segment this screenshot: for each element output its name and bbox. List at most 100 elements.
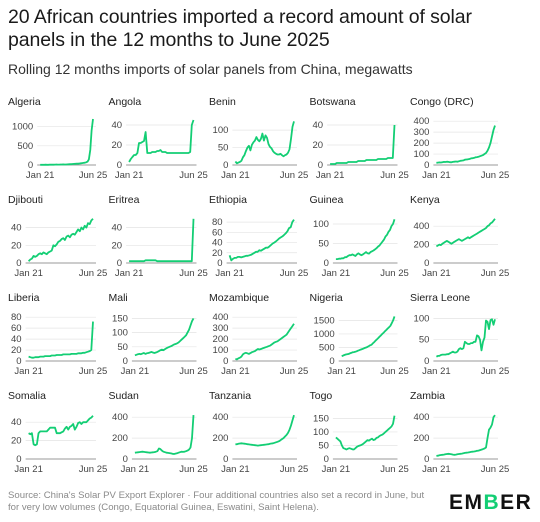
- series-line: [228, 219, 295, 262]
- series-line: [435, 218, 496, 248]
- x-tick-label: Jan 21: [316, 170, 345, 181]
- mini-chart-sudan: Sudan 0 200 400 Jan 21 Jun 25: [109, 390, 208, 475]
- x-tick-label: Jan 21: [121, 464, 150, 475]
- chart-subtitle: Rolling 12 months imports of solar panel…: [8, 61, 413, 77]
- y-tick-label: 100: [213, 345, 229, 356]
- mini-chart-guinea: Guinea 0 50 100 Jan 21 Jun 25: [310, 194, 409, 279]
- mini-chart-title: Guinea: [310, 194, 344, 206]
- series-line: [134, 317, 195, 357]
- y-tick-label: 0: [424, 160, 429, 171]
- y-tick-label: 0: [424, 356, 429, 367]
- y-tick-label: 0: [16, 454, 21, 465]
- y-tick-label: 200: [112, 433, 128, 444]
- x-tick-label: Jun 25: [380, 268, 409, 279]
- y-tick-label: 20: [11, 240, 22, 251]
- x-tick-label: Jan 21: [121, 366, 150, 377]
- y-tick-label: 40: [112, 223, 123, 234]
- y-tick-label: 500: [319, 342, 335, 353]
- x-tick-label: Jun 25: [280, 464, 309, 475]
- x-tick-label: Jan 21: [115, 170, 144, 181]
- x-tick-label: Jun 25: [380, 464, 409, 475]
- y-tick-label: 100: [213, 125, 229, 136]
- y-tick-label: 40: [313, 120, 324, 131]
- x-tick-label: Jan 21: [221, 170, 250, 181]
- mini-chart-title: Nigeria: [310, 292, 343, 304]
- y-tick-label: 1000: [12, 122, 33, 133]
- y-tick-label: 0: [16, 258, 21, 269]
- x-tick-label: Jun 25: [79, 268, 108, 279]
- x-tick-label: Jan 21: [422, 464, 451, 475]
- y-tick-label: 80: [212, 217, 223, 228]
- mini-chart-title: Mali: [109, 292, 128, 304]
- x-tick-label: Jun 25: [481, 366, 510, 377]
- series-line: [234, 121, 295, 165]
- y-tick-label: 0: [223, 356, 228, 367]
- x-tick-label: Jan 21: [221, 366, 250, 377]
- y-tick-label: 40: [112, 120, 123, 131]
- y-tick-label: 0: [424, 454, 429, 465]
- mini-chart-title: Angola: [109, 96, 142, 108]
- y-tick-label: 0: [28, 160, 33, 171]
- mini-chart-title: Botswana: [310, 96, 356, 108]
- mini-chart-title: Kenya: [410, 194, 440, 206]
- y-tick-label: 40: [11, 223, 22, 234]
- x-tick-label: Jan 21: [422, 366, 451, 377]
- x-tick-label: Jun 25: [481, 170, 510, 181]
- x-tick-label: Jun 25: [79, 366, 108, 377]
- mini-chart-title: Zambia: [410, 390, 445, 402]
- mini-chart-kenya: Kenya 0 200 400 Jan 21 Jun 25: [410, 194, 509, 279]
- x-tick-label: Jan 21: [221, 464, 250, 475]
- y-tick-label: 200: [414, 240, 430, 251]
- x-tick-label: Jan 21: [327, 366, 356, 377]
- x-tick-label: Jan 21: [322, 464, 351, 475]
- y-tick-label: 20: [313, 140, 324, 151]
- x-tick-label: Jun 25: [481, 268, 510, 279]
- y-tick-label: 400: [414, 221, 430, 232]
- y-tick-label: 80: [11, 312, 22, 323]
- mini-chart-tanzania: Tanzania 0 200 400 Jan 21 Jun 25: [209, 390, 308, 475]
- x-tick-label: Jun 25: [179, 268, 208, 279]
- y-tick-label: 400: [414, 412, 430, 423]
- y-tick-label: 200: [213, 433, 229, 444]
- mini-chart-title: Djibouti: [8, 194, 43, 206]
- y-tick-label: 60: [212, 227, 223, 238]
- y-tick-label: 50: [419, 335, 430, 346]
- y-tick-label: 0: [117, 160, 122, 171]
- mini-chart-title: Sierra Leone: [410, 292, 470, 304]
- logo-text-post: ER: [500, 491, 533, 514]
- y-tick-label: 60: [11, 323, 22, 334]
- mini-chart-title: Algeria: [8, 96, 41, 108]
- y-tick-label: 0: [223, 454, 228, 465]
- ember-logo: EMBER: [449, 491, 532, 515]
- x-tick-label: Jun 25: [280, 170, 309, 181]
- y-tick-label: 300: [414, 127, 430, 138]
- mini-chart-eritrea: Eritrea 0 20 40 Jan 21 Jun 25: [109, 194, 208, 279]
- series-line: [436, 125, 496, 164]
- y-tick-label: 0: [329, 356, 334, 367]
- y-tick-label: 0: [217, 258, 222, 269]
- series-line: [330, 124, 396, 165]
- series-line: [40, 118, 94, 166]
- y-tick-label: 150: [112, 313, 128, 324]
- series-line: [129, 218, 195, 263]
- y-tick-label: 40: [11, 417, 22, 428]
- y-tick-label: 50: [318, 239, 329, 250]
- mini-chart-title: Somalia: [8, 390, 46, 402]
- y-tick-label: 50: [117, 342, 128, 353]
- mini-chart-title: Togo: [310, 390, 333, 402]
- y-tick-label: 400: [112, 412, 128, 423]
- x-tick-label: Jun 25: [280, 268, 309, 279]
- y-tick-label: 0: [318, 160, 323, 171]
- x-tick-label: Jan 21: [14, 464, 43, 475]
- y-tick-label: 20: [11, 436, 22, 447]
- mini-chart-title: Sudan: [109, 390, 140, 402]
- x-tick-label: Jan 21: [14, 366, 43, 377]
- x-tick-label: Jan 21: [26, 170, 55, 181]
- mini-chart-title: Benin: [209, 96, 236, 108]
- y-tick-label: 400: [414, 116, 430, 127]
- mini-chart-title: Ethiopia: [209, 194, 247, 206]
